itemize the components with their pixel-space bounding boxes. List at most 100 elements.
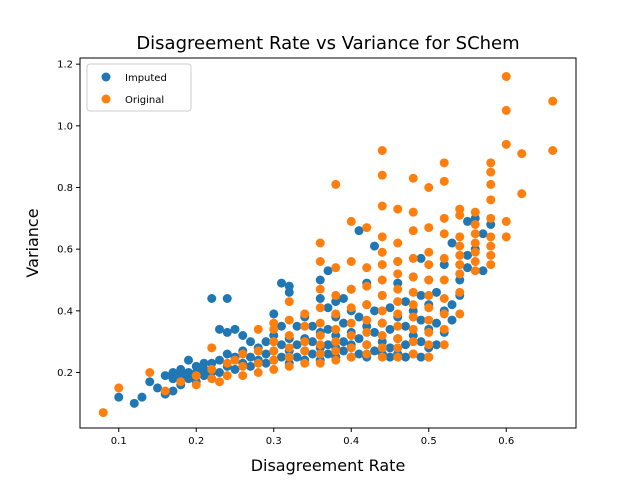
data-point xyxy=(455,269,465,279)
data-point xyxy=(362,321,372,331)
y-axis: 0.2 0.4 0.6 0.8 1.0 1.2 xyxy=(57,60,80,379)
data-point xyxy=(416,315,426,325)
data-point xyxy=(501,72,511,81)
data-point xyxy=(362,340,372,350)
data-point xyxy=(377,146,387,155)
data-point xyxy=(478,266,488,276)
data-point xyxy=(455,241,465,251)
data-point xyxy=(292,321,302,331)
data-point xyxy=(339,318,348,328)
data-point xyxy=(269,337,279,347)
x-tick-label: 0.3 xyxy=(266,436,282,447)
data-point xyxy=(215,324,224,334)
data-point xyxy=(331,290,341,300)
data-point xyxy=(184,374,193,384)
data-point xyxy=(114,383,124,393)
data-point xyxy=(385,352,395,362)
data-point xyxy=(455,260,465,270)
data-point xyxy=(424,327,434,337)
data-point xyxy=(331,346,341,356)
data-point xyxy=(253,346,263,356)
data-point xyxy=(486,232,496,242)
data-point xyxy=(470,238,480,248)
data-point xyxy=(253,358,263,368)
data-point xyxy=(184,355,193,365)
data-point xyxy=(463,263,472,273)
data-point xyxy=(315,275,325,285)
data-point xyxy=(362,263,372,273)
data-point xyxy=(362,349,372,359)
y-tick-label: 1.2 xyxy=(57,60,73,71)
data-point xyxy=(246,361,255,371)
data-point xyxy=(370,327,379,337)
data-point xyxy=(323,349,333,359)
data-point xyxy=(408,312,418,322)
data-point xyxy=(253,368,263,377)
data-point xyxy=(486,158,496,168)
data-point xyxy=(408,207,418,217)
data-point xyxy=(501,216,511,226)
legend-marker xyxy=(101,94,111,104)
data-point xyxy=(416,352,426,362)
data-point xyxy=(408,253,418,263)
legend-label: Original xyxy=(125,95,164,106)
data-point xyxy=(354,349,364,359)
chart-title: Disagreement Rate vs Variance for SChem xyxy=(136,33,519,54)
data-point xyxy=(370,346,379,356)
data-point xyxy=(370,241,379,251)
data-point xyxy=(246,337,255,347)
data-point xyxy=(393,321,403,331)
data-point xyxy=(230,355,240,365)
data-point xyxy=(377,306,387,316)
data-point xyxy=(486,195,496,205)
data-point xyxy=(408,306,418,316)
y-axis-label: Variance xyxy=(23,208,42,277)
data-point xyxy=(315,331,325,340)
data-point xyxy=(339,346,348,356)
data-point xyxy=(362,281,372,291)
data-point xyxy=(222,327,232,337)
data-point xyxy=(377,201,387,211)
x-tick-label: 0.6 xyxy=(498,436,514,447)
data-point xyxy=(463,216,472,226)
legend-marker xyxy=(101,72,111,82)
data-point xyxy=(401,297,410,307)
data-point xyxy=(439,260,449,270)
data-point xyxy=(424,352,434,362)
data-point xyxy=(300,337,310,347)
data-point xyxy=(455,250,465,260)
data-point xyxy=(323,303,333,313)
data-point xyxy=(416,290,426,300)
x-tick-label: 0.5 xyxy=(421,436,437,447)
data-point xyxy=(230,364,240,374)
data-point xyxy=(315,284,325,294)
x-axis: 0.1 0.2 0.3 0.4 0.5 0.6 xyxy=(111,428,514,447)
data-point xyxy=(432,340,441,350)
data-point xyxy=(408,324,418,334)
data-point xyxy=(145,377,155,387)
data-point xyxy=(269,364,279,374)
data-point xyxy=(284,315,294,325)
x-tick-label: 0.4 xyxy=(343,436,359,447)
x-axis-label: Disagreement Rate xyxy=(251,456,406,475)
y-tick-label: 0.4 xyxy=(57,306,73,317)
data-point xyxy=(315,238,325,248)
data-point xyxy=(207,294,217,303)
data-point xyxy=(199,358,209,368)
data-point xyxy=(269,324,279,334)
data-point xyxy=(377,352,387,362)
data-point xyxy=(98,408,108,418)
data-point xyxy=(470,213,480,223)
data-point xyxy=(486,167,496,177)
data-point xyxy=(408,331,418,340)
data-point xyxy=(439,176,449,186)
data-point xyxy=(277,278,286,288)
data-point xyxy=(377,318,387,328)
data-point xyxy=(207,343,217,353)
data-point xyxy=(277,340,286,350)
data-point xyxy=(215,368,224,377)
data-point xyxy=(470,220,480,229)
data-point xyxy=(385,303,395,313)
data-point xyxy=(463,250,472,260)
